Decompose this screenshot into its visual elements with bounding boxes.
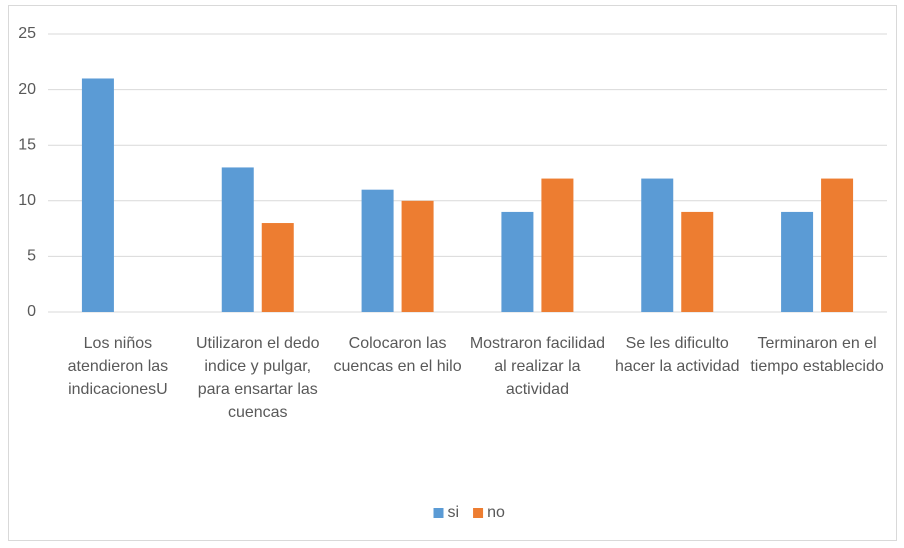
bar bbox=[541, 178, 574, 312]
legend-swatch bbox=[473, 508, 484, 518]
y-tick-label: 15 bbox=[18, 136, 36, 153]
chart-border bbox=[8, 5, 897, 541]
x-tick-label: Utilizaron el dedo indice y pulgar, para… bbox=[195, 335, 320, 421]
legend-label: si bbox=[448, 504, 460, 521]
bar bbox=[261, 223, 294, 312]
y-tick-label: 0 bbox=[27, 303, 36, 320]
bar bbox=[221, 167, 254, 312]
y-tick-label: 20 bbox=[18, 81, 36, 98]
y-tick-label: 5 bbox=[27, 248, 36, 265]
bar bbox=[641, 178, 674, 312]
bar bbox=[501, 211, 534, 312]
y-tick-label: 25 bbox=[18, 25, 36, 42]
y-tick-label: 10 bbox=[18, 192, 36, 209]
bar bbox=[361, 189, 394, 312]
bar bbox=[401, 200, 434, 312]
x-tick-label: Los niños atendieron las indicacionesU bbox=[67, 335, 169, 398]
x-tick-label: Se les dificulto hacer la actividad bbox=[614, 335, 740, 375]
bar bbox=[81, 78, 114, 312]
x-tick-label: Terminaron en el tiempo establecido bbox=[750, 335, 884, 375]
legend-swatch bbox=[433, 508, 444, 518]
x-tick-label: Mostraron facilidad al realizar la activ… bbox=[469, 335, 605, 398]
x-tick-label: Colocaron las cuencas en el hilo bbox=[333, 335, 462, 375]
bar bbox=[821, 178, 854, 312]
legend-label: no bbox=[487, 504, 505, 521]
bar bbox=[781, 211, 814, 312]
bar bbox=[681, 211, 714, 312]
